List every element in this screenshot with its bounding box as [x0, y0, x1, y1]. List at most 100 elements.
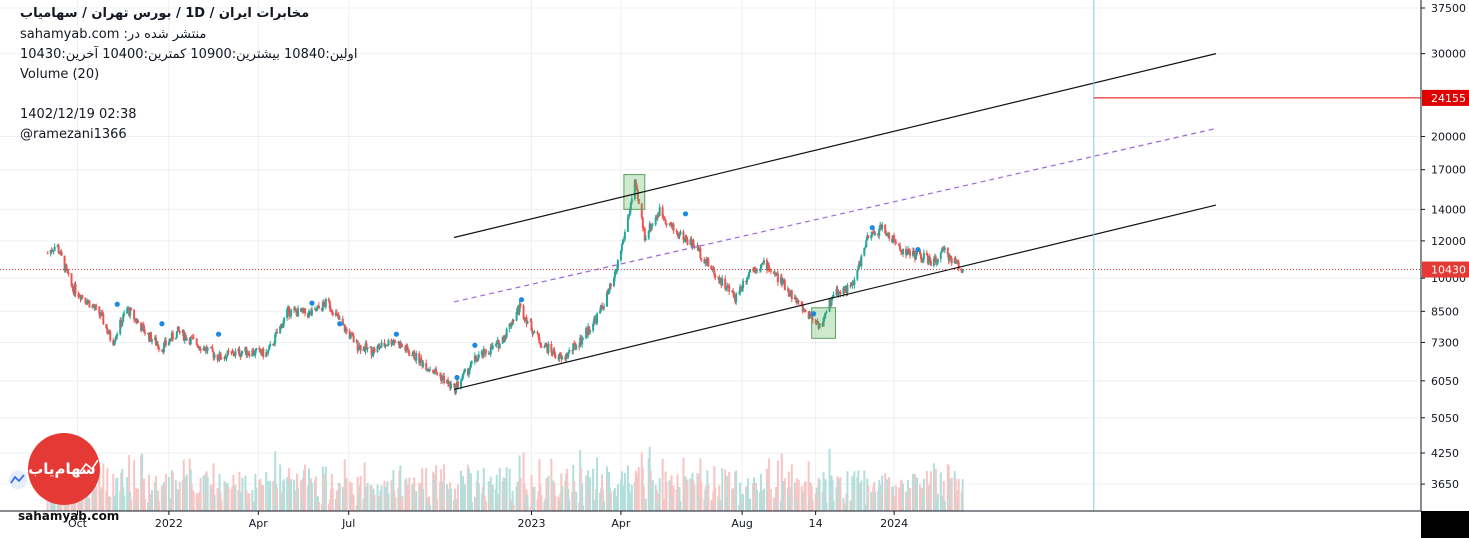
- volume-bar: [942, 481, 945, 511]
- candle-body: [846, 285, 849, 293]
- candle-body: [373, 348, 376, 352]
- volume-bar: [811, 500, 814, 511]
- last-price-tag-label: 10430: [1431, 264, 1466, 277]
- candle-body: [441, 377, 444, 381]
- volume-bar: [148, 474, 151, 511]
- candle-body: [196, 344, 199, 348]
- footer-site[interactable]: sahamyab.com: [18, 509, 120, 523]
- candle-body: [123, 313, 126, 315]
- volume-bar: [276, 488, 279, 511]
- candle-body: [678, 234, 681, 237]
- candle-body: [77, 293, 80, 297]
- volume-bar: [936, 493, 939, 511]
- candle-body: [109, 331, 112, 341]
- candle-body: [283, 317, 286, 324]
- volume-bar: [206, 476, 209, 511]
- candle-body: [413, 351, 416, 360]
- candle-body: [531, 330, 534, 334]
- candle-body: [867, 235, 870, 239]
- volume-bar: [846, 471, 849, 511]
- candle-body: [509, 323, 512, 327]
- candle-body: [210, 347, 213, 349]
- volume-bar: [373, 494, 376, 511]
- volume-bar: [943, 500, 946, 511]
- volume-bar: [392, 469, 395, 511]
- candle-body: [462, 371, 465, 374]
- volume-bar: [508, 468, 511, 511]
- candle-body: [219, 352, 222, 359]
- volume-bar: [902, 483, 905, 511]
- volume-bar: [331, 488, 334, 511]
- volume-bar: [137, 488, 140, 511]
- candle-body: [838, 291, 841, 293]
- candle-body: [453, 384, 456, 386]
- candle-body: [443, 376, 446, 384]
- y-tick-label: 6050: [1431, 375, 1459, 388]
- candle-body: [307, 311, 310, 318]
- volume-bar: [503, 478, 506, 511]
- volume-bar: [693, 484, 696, 511]
- candle-body: [761, 263, 764, 265]
- candle-body: [240, 352, 243, 357]
- candle-body: [70, 273, 73, 286]
- volume-bar: [905, 491, 908, 511]
- volume-bar: [735, 470, 738, 511]
- volume-bar: [828, 448, 831, 511]
- candle-body: [902, 248, 905, 255]
- candle-body: [714, 274, 717, 278]
- candle-body: [568, 350, 571, 353]
- resistance-tag: [1422, 89, 1469, 106]
- candle-body: [175, 331, 178, 338]
- volume-bar: [613, 487, 616, 511]
- y-tick-label: 17000: [1431, 164, 1466, 177]
- candle-body: [934, 256, 937, 264]
- candle-body: [216, 354, 219, 360]
- candle-body: [106, 327, 109, 334]
- y-tick-label: 4250: [1431, 447, 1459, 460]
- candle-body: [905, 248, 908, 255]
- candle-body: [713, 269, 716, 275]
- y-tick-label: 3650: [1431, 478, 1459, 491]
- volume-bar: [300, 480, 303, 511]
- volume-bar: [795, 478, 798, 511]
- volume-bar: [665, 481, 668, 511]
- volume-bar: [106, 467, 109, 511]
- volume-bar: [948, 479, 951, 511]
- volume-bar: [162, 482, 165, 511]
- candle-body: [426, 369, 429, 371]
- candle-body: [150, 332, 153, 342]
- volume-bar: [157, 501, 160, 511]
- indicator-dot: [393, 331, 399, 337]
- candle-body: [101, 312, 104, 314]
- candle-body: [935, 262, 938, 264]
- candle-body: [391, 342, 394, 345]
- author-label: @ramezani1366: [20, 127, 127, 142]
- volume-bar: [317, 502, 320, 511]
- x-tick-label: Oct: [68, 517, 88, 530]
- candle-body: [378, 345, 381, 349]
- volume-bar: [505, 467, 508, 511]
- x-tick-label: 2022: [155, 517, 183, 530]
- candle-body: [572, 343, 575, 351]
- volume-bar: [831, 479, 834, 511]
- candle-body: [654, 217, 657, 225]
- volume-bar: [408, 477, 411, 511]
- candle-body: [788, 295, 791, 297]
- ohlc-readout: اولین:10840 بیشترین:10900 کمترین:10400 آ…: [20, 47, 358, 62]
- candle-body: [811, 318, 814, 321]
- candle-body: [550, 343, 553, 353]
- candle-body: [63, 255, 66, 272]
- candle-body: [530, 320, 533, 331]
- candle-body: [510, 324, 513, 327]
- volume-bar: [592, 468, 595, 511]
- candle-body: [606, 291, 609, 307]
- candle-body: [115, 335, 118, 340]
- candle-body: [329, 308, 332, 310]
- volume-bar: [533, 486, 536, 511]
- candle-body: [536, 331, 539, 334]
- candle-body: [946, 247, 949, 255]
- candle-body: [206, 347, 209, 352]
- candle-body: [102, 313, 105, 325]
- volume-bar: [178, 481, 181, 511]
